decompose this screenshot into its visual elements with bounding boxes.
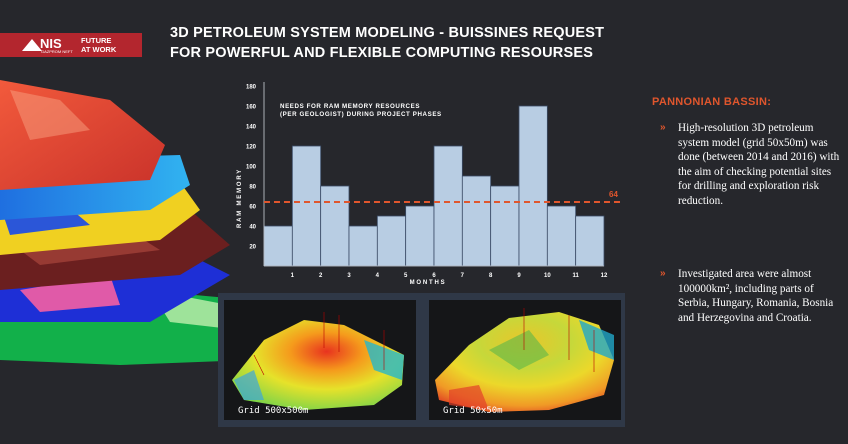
y-tick-label: 120 bbox=[246, 145, 257, 151]
x-tick-label: 7 bbox=[461, 273, 465, 279]
panel-bullet-text: Investigated area were almost 100000km²,… bbox=[678, 268, 834, 324]
panel-heading: PANNONIAN BASSIN: bbox=[652, 96, 772, 108]
tagline-line1: FUTURE bbox=[81, 36, 112, 45]
terrain-50-image bbox=[435, 308, 614, 412]
bullet-mark-icon: » bbox=[660, 268, 666, 279]
x-tick-label: 1 bbox=[291, 273, 295, 279]
bar-month-5 bbox=[376, 215, 407, 267]
y-axis: 20 40 60 80 100 120 140 160 180 bbox=[246, 85, 257, 251]
bar-month-1 bbox=[263, 225, 293, 267]
page-title-line1: 3D PETROLEUM SYSTEM MODELING - BUISSINES… bbox=[170, 25, 605, 41]
bar-month-10 bbox=[518, 105, 548, 267]
y-tick-label: 140 bbox=[246, 125, 257, 131]
logo-arrow-icon bbox=[22, 39, 42, 51]
page-title-line2: FOR POWERFUL AND FLEXIBLE COMPUTING RESO… bbox=[170, 45, 594, 61]
tagline-line2: AT WORK bbox=[81, 45, 117, 54]
bar-month-12 bbox=[575, 215, 605, 267]
x-tick-label: 3 bbox=[347, 273, 351, 279]
tagline: FUTURE AT WORK bbox=[81, 36, 116, 54]
logo-subtext: GAZPROM NEFT bbox=[41, 49, 73, 54]
map-caption: Grid 50x50m bbox=[443, 406, 503, 416]
x-tick-label: 6 bbox=[432, 273, 436, 279]
x-tick-label: 12 bbox=[601, 273, 608, 279]
y-tick-label: 60 bbox=[249, 205, 256, 211]
x-tick-label: 8 bbox=[489, 273, 493, 279]
x-tick-label: 4 bbox=[376, 273, 380, 279]
bar-month-6 bbox=[405, 205, 435, 267]
x-axis: 1 2 3 4 5 6 7 8 9 10 11 12 bbox=[291, 273, 608, 279]
bar-month-4 bbox=[348, 225, 378, 267]
x-tick-label: 9 bbox=[517, 273, 521, 279]
x-tick-label: 11 bbox=[572, 273, 579, 279]
map-caption: Grid 500x500m bbox=[238, 406, 309, 416]
y-tick-label: 100 bbox=[246, 165, 257, 171]
terrain-500-image bbox=[232, 312, 404, 410]
bullet-mark-icon: » bbox=[660, 122, 666, 133]
x-tick-label: 2 bbox=[319, 273, 323, 279]
panel-bullet-text: High-resolution 3D petroleum system mode… bbox=[678, 122, 840, 207]
map-grid-500: Grid 500x500m bbox=[224, 300, 416, 420]
y-tick-label: 40 bbox=[249, 225, 256, 231]
chart-title-line1: NEEDS FOR RAM MEMORY RESOURCES bbox=[280, 103, 420, 110]
y-tick-label: 180 bbox=[246, 85, 257, 91]
x-axis-label: MONTHS bbox=[410, 280, 447, 286]
bar-month-2 bbox=[291, 145, 322, 267]
logo-text: NIS bbox=[40, 36, 62, 51]
y-axis-label: RAM MEMORY bbox=[237, 168, 243, 228]
brand-logo: NIS GAZPROM NEFT FUTURE AT WORK bbox=[0, 33, 142, 57]
bar-month-8 bbox=[461, 175, 492, 267]
model-maps-panel: Grid 500x500m Grid 50x50m bbox=[218, 293, 625, 427]
bar-month-3 bbox=[320, 185, 350, 267]
bar-month-11 bbox=[546, 205, 577, 267]
y-tick-label: 20 bbox=[249, 245, 256, 251]
y-tick-label: 80 bbox=[249, 185, 256, 191]
y-tick-label: 160 bbox=[246, 105, 257, 111]
map-grid-50: Grid 50x50m bbox=[429, 300, 621, 420]
bars-group bbox=[263, 105, 605, 267]
reference-line-label: 64 bbox=[609, 190, 618, 199]
x-tick-label: 10 bbox=[544, 273, 551, 279]
x-tick-label: 5 bbox=[404, 273, 408, 279]
bar-month-9 bbox=[490, 185, 520, 267]
geological-layers-illustration bbox=[0, 80, 255, 365]
bar-month-7 bbox=[433, 145, 463, 267]
page-title: 3D PETROLEUM SYSTEM MODELING - BUISSINES… bbox=[170, 23, 604, 63]
chart-title-line2: (PER GEOLOGIST) DURING PROJECT PHASES bbox=[280, 111, 442, 118]
